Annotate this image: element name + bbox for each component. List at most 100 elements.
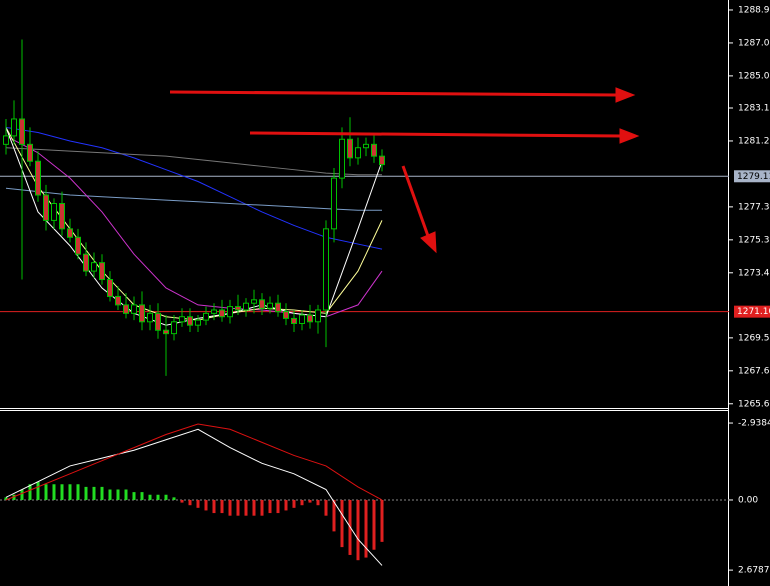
candle-body xyxy=(371,143,377,157)
candle-body xyxy=(115,295,121,306)
candle-body xyxy=(59,202,65,230)
price-tag-label: 1271.10 xyxy=(737,307,770,317)
candle-body xyxy=(235,306,241,311)
candle-body xyxy=(203,312,209,321)
candle-body xyxy=(243,302,249,311)
histogram-bar xyxy=(332,499,336,532)
histogram-bar xyxy=(44,484,48,500)
y-tick-label: 2.6787 xyxy=(738,566,770,576)
histogram-bar xyxy=(188,499,192,506)
y-tick-label: 1285.05 xyxy=(738,71,770,81)
histogram-bar xyxy=(340,499,344,548)
histogram-bar xyxy=(4,497,8,500)
candle-body xyxy=(43,194,49,221)
histogram-bar xyxy=(12,494,16,500)
histogram-bar xyxy=(52,484,56,500)
histogram-bar xyxy=(148,494,152,500)
annotations xyxy=(169,87,640,254)
histogram-bar xyxy=(316,499,320,506)
histogram-bar xyxy=(108,489,112,500)
y-tick-label: 1275.35 xyxy=(738,235,770,245)
histogram-bar xyxy=(204,499,208,511)
candle-body xyxy=(179,316,185,323)
histogram-bar xyxy=(364,499,368,558)
candle-body xyxy=(251,299,257,304)
histogram-bar xyxy=(156,494,160,500)
arrow xyxy=(169,90,619,97)
candle-body xyxy=(147,312,153,323)
histogram-bar xyxy=(252,499,256,516)
y-tick-label: -2.9384 xyxy=(738,419,770,429)
histogram-bar xyxy=(372,499,376,550)
histogram-bar xyxy=(124,489,128,500)
candle-body xyxy=(27,143,33,162)
candle-body xyxy=(91,262,97,272)
histogram-bar xyxy=(244,499,248,516)
candle-body xyxy=(19,118,25,145)
candle-body xyxy=(3,135,9,145)
candle-body xyxy=(283,311,289,319)
price-tag xyxy=(734,170,770,183)
y-tick-label: 1269.55 xyxy=(738,333,770,343)
y-tick-label: 1287.00 xyxy=(738,38,770,48)
y-tick-label: 1273.40 xyxy=(738,268,770,278)
candle-body xyxy=(275,302,281,313)
candle-body xyxy=(267,302,273,309)
histogram-bar xyxy=(116,489,120,500)
histogram-bar xyxy=(84,486,88,500)
macd-line xyxy=(5,428,383,566)
histogram-bar xyxy=(140,492,144,500)
histogram-bar xyxy=(212,499,216,514)
candle-body xyxy=(187,316,193,326)
histogram-bar xyxy=(180,499,184,503)
histogram-bar xyxy=(284,499,288,511)
price-tag xyxy=(734,305,770,318)
y-tick-label: 1267.60 xyxy=(738,366,770,376)
histogram-bar xyxy=(196,499,200,508)
candle-body xyxy=(99,262,105,281)
histogram-bar xyxy=(324,499,328,516)
arrow-head xyxy=(619,128,640,144)
histogram-bar xyxy=(68,484,72,500)
histogram-bar xyxy=(164,494,168,500)
histogram-bar xyxy=(236,499,240,516)
y-tick-label: 1277.30 xyxy=(738,202,770,212)
candle-body xyxy=(299,314,305,324)
candle-body xyxy=(35,160,41,196)
histogram-bar xyxy=(356,499,360,561)
histogram-bar xyxy=(36,481,40,500)
candle-body xyxy=(67,228,73,238)
moving-average xyxy=(5,187,382,211)
histogram-bar xyxy=(132,492,136,500)
candle-body xyxy=(75,236,81,255)
histogram-bar xyxy=(228,499,232,516)
candle-body xyxy=(307,314,313,323)
histogram-bar xyxy=(92,486,96,500)
candle-body xyxy=(323,228,329,311)
histogram-bar xyxy=(380,499,384,542)
candle-body xyxy=(195,319,201,326)
arrow xyxy=(401,165,430,237)
histogram-bar xyxy=(276,499,280,514)
candle-body xyxy=(171,321,177,335)
y-tick-label: 1283.15 xyxy=(738,104,770,114)
moving-average xyxy=(5,147,382,176)
histogram-bar xyxy=(268,499,272,514)
candle-body xyxy=(139,304,145,323)
candle-body xyxy=(83,253,89,272)
candle-body xyxy=(363,143,369,149)
candle-body xyxy=(11,118,17,137)
y-tick-label: 1288.95 xyxy=(738,5,770,15)
arrow xyxy=(249,131,623,138)
histogram-bar xyxy=(20,489,24,500)
candle-body xyxy=(123,304,129,314)
candle-body xyxy=(339,138,345,179)
histogram-bar xyxy=(260,499,264,516)
arrow-head xyxy=(420,231,437,254)
y-tick-label: 1281.20 xyxy=(738,136,770,146)
candle-body xyxy=(347,138,353,159)
candle-body xyxy=(155,312,161,331)
candle-body xyxy=(259,299,265,309)
